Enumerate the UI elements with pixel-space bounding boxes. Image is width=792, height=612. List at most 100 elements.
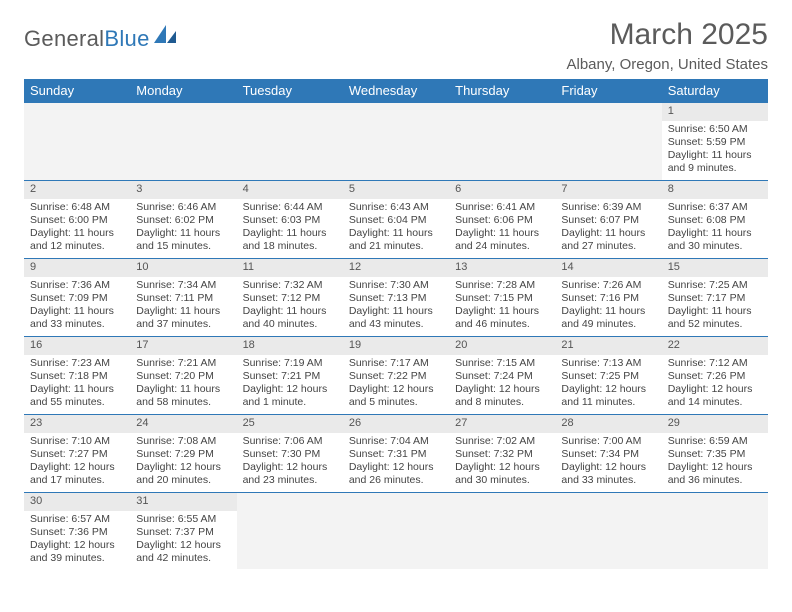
sunset-text: Sunset: 6:04 PM xyxy=(349,214,443,227)
day-number: 1 xyxy=(662,103,768,121)
sunset-text: Sunset: 7:34 PM xyxy=(561,448,655,461)
sunrise-text: Sunrise: 6:48 AM xyxy=(30,201,124,214)
sunrise-text: Sunrise: 7:28 AM xyxy=(455,279,549,292)
day-number: 19 xyxy=(343,337,449,355)
day-number: 18 xyxy=(237,337,343,355)
calendar-cell: 25Sunrise: 7:06 AMSunset: 7:30 PMDayligh… xyxy=(237,415,343,493)
calendar-cell: 31Sunrise: 6:55 AMSunset: 7:37 PMDayligh… xyxy=(130,493,236,570)
sunset-text: Sunset: 7:30 PM xyxy=(243,448,337,461)
sunrise-text: Sunrise: 7:08 AM xyxy=(136,435,230,448)
daylight-text: Daylight: 12 hours and 1 minute. xyxy=(243,383,337,409)
sunrise-text: Sunrise: 7:36 AM xyxy=(30,279,124,292)
calendar-cell: 17Sunrise: 7:21 AMSunset: 7:20 PMDayligh… xyxy=(130,337,236,415)
daylight-text: Daylight: 11 hours and 49 minutes. xyxy=(561,305,655,331)
logo-word1: General xyxy=(24,26,104,51)
title-block: March 2025 Albany, Oregon, United States xyxy=(566,18,768,73)
day-number: 21 xyxy=(555,337,661,355)
sunset-text: Sunset: 7:25 PM xyxy=(561,370,655,383)
day-number: 6 xyxy=(449,181,555,199)
calendar-cell: 18Sunrise: 7:19 AMSunset: 7:21 PMDayligh… xyxy=(237,337,343,415)
sunrise-text: Sunrise: 7:26 AM xyxy=(561,279,655,292)
calendar-cell: 15 Sunrise: 7:25 AMSunset: 7:17 PMDayligh… xyxy=(662,259,768,337)
calendar-cell: 3Sunrise: 6:46 AMSunset: 6:02 PMDaylight… xyxy=(130,181,236,259)
day-header: Tuesday xyxy=(237,79,343,103)
sunset-text: Sunset: 7:27 PM xyxy=(30,448,124,461)
sunset-text: Sunset: 5:59 PM xyxy=(668,136,762,149)
calendar-cell: 5Sunrise: 6:43 AMSunset: 6:04 PMDaylight… xyxy=(343,181,449,259)
calendar-cell: 29Sunrise: 6:59 AMSunset: 7:35 PMDayligh… xyxy=(662,415,768,493)
calendar-cell: 30Sunrise: 6:57 AMSunset: 7:36 PMDayligh… xyxy=(24,493,130,570)
daylight-text: Daylight: 12 hours and 11 minutes. xyxy=(561,383,655,409)
daylight-text: Daylight: 12 hours and 33 minutes. xyxy=(561,461,655,487)
daylight-text: Daylight: 12 hours and 17 minutes. xyxy=(30,461,124,487)
sunset-text: Sunset: 6:03 PM xyxy=(243,214,337,227)
calendar-cell: 4Sunrise: 6:44 AMSunset: 6:03 PMDaylight… xyxy=(237,181,343,259)
daylight-text: Daylight: 12 hours and 5 minutes. xyxy=(349,383,443,409)
daylight-text: Daylight: 11 hours and 15 minutes. xyxy=(136,227,230,253)
calendar-cell: 13Sunrise: 7:28 AMSunset: 7:15 PMDayligh… xyxy=(449,259,555,337)
sunrise-text: Sunrise: 7:06 AM xyxy=(243,435,337,448)
sunset-text: Sunset: 6:08 PM xyxy=(668,214,762,227)
sunset-text: Sunset: 7:35 PM xyxy=(668,448,762,461)
day-number: 5 xyxy=(343,181,449,199)
day-number: 16 xyxy=(24,337,130,355)
sunset-text: Sunset: 7:29 PM xyxy=(136,448,230,461)
sunset-text: Sunset: 7:21 PM xyxy=(243,370,337,383)
calendar-cell xyxy=(449,493,555,570)
calendar-cell xyxy=(662,493,768,570)
daylight-text: Daylight: 12 hours and 8 minutes. xyxy=(455,383,549,409)
sunrise-text: Sunrise: 6:55 AM xyxy=(136,513,230,526)
calendar-cell: 24Sunrise: 7:08 AMSunset: 7:29 PMDayligh… xyxy=(130,415,236,493)
day-number: 10 xyxy=(130,259,236,277)
logo-word2: Blue xyxy=(104,26,149,51)
daylight-text: Daylight: 11 hours and 27 minutes. xyxy=(561,227,655,253)
day-number: 7 xyxy=(555,181,661,199)
calendar-cell: 20Sunrise: 7:15 AMSunset: 7:24 PMDayligh… xyxy=(449,337,555,415)
day-number: 13 xyxy=(449,259,555,277)
sunrise-text: Sunrise: 6:59 AM xyxy=(668,435,762,448)
calendar-cell: 7Sunrise: 6:39 AMSunset: 6:07 PMDaylight… xyxy=(555,181,661,259)
page-title: March 2025 xyxy=(566,18,768,52)
sunset-text: Sunset: 7:11 PM xyxy=(136,292,230,305)
daylight-text: Daylight: 11 hours and 33 minutes. xyxy=(30,305,124,331)
sunrise-text: Sunrise: 7:34 AM xyxy=(136,279,230,292)
daylight-text: Daylight: 11 hours and 40 minutes. xyxy=(243,305,337,331)
sunset-text: Sunset: 7:17 PM xyxy=(668,292,762,305)
sunrise-text: Sunrise: 6:41 AM xyxy=(455,201,549,214)
header: GeneralBlue March 2025 Albany, Oregon, U… xyxy=(24,18,768,73)
day-number: 15 xyxy=(662,259,768,277)
sunrise-text: Sunrise: 7:25 AM xyxy=(668,279,762,292)
sunrise-text: Sunrise: 6:57 AM xyxy=(30,513,124,526)
calendar-cell: 6Sunrise: 6:41 AMSunset: 6:06 PMDaylight… xyxy=(449,181,555,259)
daylight-text: Daylight: 11 hours and 52 minutes. xyxy=(668,305,762,331)
daylight-text: Daylight: 11 hours and 55 minutes. xyxy=(30,383,124,409)
day-header: Thursday xyxy=(449,79,555,103)
sunset-text: Sunset: 6:02 PM xyxy=(136,214,230,227)
sunrise-text: Sunrise: 6:43 AM xyxy=(349,201,443,214)
sunset-text: Sunset: 7:16 PM xyxy=(561,292,655,305)
sunrise-text: Sunrise: 7:10 AM xyxy=(30,435,124,448)
calendar-cell xyxy=(449,103,555,181)
calendar-cell: 8Sunrise: 6:37 AMSunset: 6:08 PMDaylight… xyxy=(662,181,768,259)
sunset-text: Sunset: 6:07 PM xyxy=(561,214,655,227)
sunrise-text: Sunrise: 7:21 AM xyxy=(136,357,230,370)
sunset-text: Sunset: 7:15 PM xyxy=(455,292,549,305)
sunset-text: Sunset: 7:18 PM xyxy=(30,370,124,383)
sunrise-text: Sunrise: 7:13 AM xyxy=(561,357,655,370)
daylight-text: Daylight: 12 hours and 30 minutes. xyxy=(455,461,549,487)
day-header: Saturday xyxy=(662,79,768,103)
daylight-text: Daylight: 11 hours and 12 minutes. xyxy=(30,227,124,253)
day-number: 8 xyxy=(662,181,768,199)
sunset-text: Sunset: 7:37 PM xyxy=(136,526,230,539)
day-number: 2 xyxy=(24,181,130,199)
calendar-table: SundayMondayTuesdayWednesdayThursdayFrid… xyxy=(24,79,768,569)
day-number: 31 xyxy=(130,493,236,511)
day-number: 22 xyxy=(662,337,768,355)
calendar-cell xyxy=(555,103,661,181)
sunset-text: Sunset: 7:31 PM xyxy=(349,448,443,461)
daylight-text: Daylight: 11 hours and 30 minutes. xyxy=(668,227,762,253)
day-number: 28 xyxy=(555,415,661,433)
calendar-head: SundayMondayTuesdayWednesdayThursdayFrid… xyxy=(24,79,768,103)
calendar-cell: 9Sunrise: 7:36 AMSunset: 7:09 PMDaylight… xyxy=(24,259,130,337)
calendar-cell xyxy=(237,103,343,181)
